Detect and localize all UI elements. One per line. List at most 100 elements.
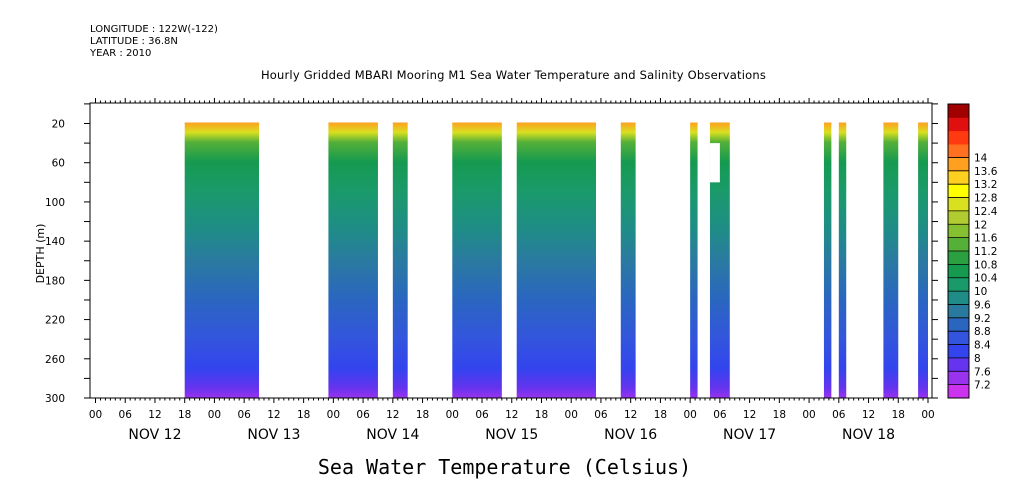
colorbar-swatch	[948, 197, 969, 212]
colorbar-tick-label: 12.8	[974, 193, 997, 205]
x-tick-label: 18	[892, 409, 905, 421]
data-segment-4	[516, 122, 596, 398]
x-tick-label: 06	[119, 409, 133, 421]
year-label: YEAR : 2010	[90, 48, 152, 59]
latitude-label: LATITUDE : 36.8N	[90, 36, 178, 47]
x-tick-label: 00	[683, 409, 696, 421]
x-tick-label: 12	[862, 409, 875, 421]
y-axis-label: DEPTH (m)	[34, 224, 47, 284]
x-tick-label: 00	[208, 409, 221, 421]
data-segment-5	[620, 122, 636, 398]
data-segment-9	[838, 122, 847, 398]
colorbar-swatch	[948, 251, 969, 265]
colorbar-tick-label: 8.8	[974, 326, 991, 338]
data-gap	[709, 143, 720, 183]
colorbar-tick-label: 13.6	[974, 166, 998, 178]
x-day-label: NOV 13	[247, 427, 300, 443]
colorbar-swatch	[948, 144, 969, 158]
colorbar-tick-label: 14	[974, 152, 988, 164]
colorbar-tick-label: 10.8	[974, 259, 997, 271]
x-tick-label: 06	[594, 409, 608, 421]
y-tick-label: 300	[45, 393, 65, 405]
x-tick-label: 12	[743, 409, 756, 421]
y-tick-label: 60	[52, 158, 65, 170]
x-tick-label: 18	[178, 409, 191, 421]
data-segment-10	[883, 122, 899, 398]
x-tick-label: 06	[832, 409, 846, 421]
colorbar-tick-label: 11.2	[974, 246, 997, 258]
colorbar-swatch	[948, 357, 969, 372]
x-tick-label: 18	[654, 409, 667, 421]
chart-title: Hourly Gridded MBARI Mooring M1 Sea Wate…	[0, 68, 1009, 82]
longitude-label: LONGITUDE : 122W(-122)	[90, 24, 218, 35]
x-tick-label: 18	[416, 409, 429, 421]
x-tick-label: 06	[356, 409, 370, 421]
colorbar-swatch	[948, 184, 969, 198]
colorbar-tick-label: 7.6	[974, 366, 991, 378]
colorbar-swatch	[948, 331, 969, 345]
x-tick-label: 00	[802, 409, 815, 421]
colorbar-swatch	[948, 224, 969, 239]
data-segment-0	[184, 122, 260, 398]
colorbar-swatch	[948, 170, 969, 185]
x-tick-label: 00	[327, 409, 340, 421]
x-day-label: NOV 12	[128, 427, 181, 443]
colorbar-tick-label: 13.2	[974, 179, 997, 191]
data-segment-2	[392, 122, 408, 398]
y-axis: 20 60 100 140 180 220 260 300 DEPTH (m)	[34, 103, 938, 405]
x-axis: 00 06 12 18 00 06 12 18 00 06 12 18 00 06 12 18 00 06 12 18…	[89, 98, 935, 443]
y-tick-label: 180	[45, 275, 65, 287]
colorbar-swatch	[948, 264, 969, 279]
colorbar-swatch	[948, 277, 969, 292]
chart-title-text: Hourly Gridded MBARI Mooring M1 Sea Wate…	[260, 68, 767, 82]
x-tick-label: 12	[624, 409, 637, 421]
colorbar-swatch	[948, 210, 969, 225]
y-tick-label: 140	[45, 236, 65, 248]
x-tick-label: 06	[713, 409, 727, 421]
colorbar-tick-label: 9.6	[974, 299, 991, 311]
colorbar-swatch	[948, 130, 969, 145]
colorbar-tick-label: 11.6	[974, 233, 998, 245]
x-tick-label: 06	[237, 409, 251, 421]
colorbar-swatch	[948, 317, 969, 332]
x-tick-label: 12	[148, 409, 161, 421]
x-tick-label: 12	[505, 409, 518, 421]
colorbar-tick-label: 8	[974, 353, 981, 365]
plot-frame	[89, 102, 933, 399]
data-segment-11	[918, 122, 928, 398]
data-segment-3	[452, 122, 502, 398]
x-tick-label: 18	[535, 409, 548, 421]
colorbar-swatch	[948, 344, 969, 359]
plot-border	[89, 102, 933, 399]
colorbar-tick-label: 12	[974, 219, 987, 231]
colorbar-tick-label: 7.2	[974, 380, 991, 392]
colorbar-swatch	[948, 371, 969, 386]
x-tick-label: 00	[446, 409, 459, 421]
data-segment-6	[690, 122, 698, 398]
data-segment-1	[328, 122, 378, 398]
data-segment-8	[823, 122, 832, 398]
colorbar-tick-label: 9.2	[974, 313, 991, 325]
x-day-label: NOV 18	[842, 427, 895, 443]
colorbar-swatch	[948, 384, 969, 399]
y-tick-label: 260	[45, 354, 65, 366]
y-tick-label: 220	[45, 315, 65, 327]
colorbar-tick-label: 12.4	[974, 206, 998, 218]
x-tick-label: 12	[386, 409, 399, 421]
colorbar: 7.27.688.48.89.29.61010.410.811.211.6121…	[947, 103, 998, 399]
x-tick-label: 18	[773, 409, 786, 421]
x-tick-label: 00	[565, 409, 578, 421]
x-tick-label: 12	[267, 409, 280, 421]
plot-data-layer	[184, 122, 928, 398]
colorbar-swatch	[948, 237, 969, 252]
x-day-label: NOV 16	[604, 427, 657, 443]
colorbar-swatch	[948, 304, 969, 319]
colorbar-swatch	[948, 157, 969, 172]
x-tick-label: 00	[921, 409, 934, 421]
x-tick-label: 06	[475, 409, 489, 421]
y-tick-label: 20	[52, 119, 65, 131]
colorbar-tick-label: 10	[974, 286, 987, 298]
x-day-label: NOV 15	[485, 427, 538, 443]
colorbar-tick-label: 8.4	[974, 340, 991, 352]
